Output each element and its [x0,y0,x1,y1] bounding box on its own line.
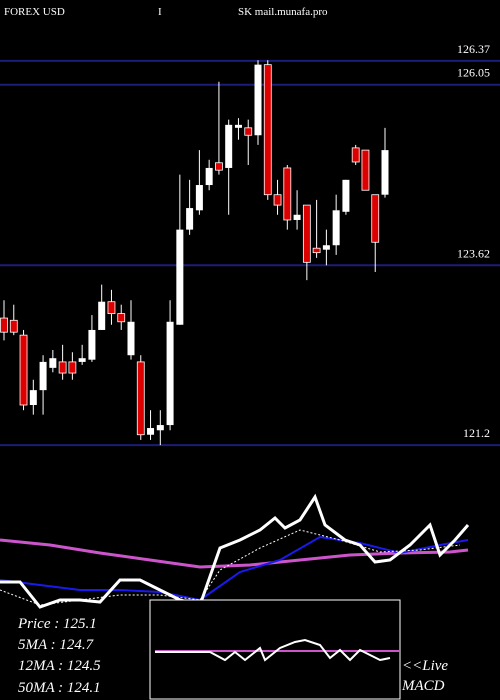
y-tick-label: 123.62 [457,246,490,260]
info-5ma: 5MA : 124.7 [18,637,95,653]
candle-body [244,127,253,136]
candle-body [0,317,8,333]
price-panel: 121.2 123.62 126.05 126.37 [0,42,500,447]
candle-body [302,204,311,263]
candle-body [98,301,106,330]
candle-body [117,313,126,323]
candle-body [225,124,233,168]
candle-body [166,321,174,426]
candle-body [361,149,370,191]
candle-body [58,361,67,374]
y-tick-label: 121.2 [463,426,490,440]
candle-body [186,208,194,230]
info-50ma: 50MA : 124.1 [18,680,101,696]
y-tick-label: 126.05 [457,66,490,80]
candle-body [39,361,47,391]
candle-body [332,210,340,246]
candle-body [293,214,301,220]
candle-body [351,147,360,163]
candle-body [29,390,37,406]
candle-body [283,167,292,221]
candle-body [127,321,135,356]
indicator-line [155,638,391,662]
info-12ma: 12MA : 124.5 [18,658,101,674]
header-left: FOREX USD [4,6,65,18]
header-right: SK mail.munafa.pro [238,6,328,18]
y-tick-label: 126.37 [457,42,490,56]
macd-box [149,599,401,700]
candle-body [381,150,389,195]
candle-body [88,329,96,360]
candle-body [156,425,164,431]
candle-body [195,185,203,211]
candle-body [322,245,330,250]
candle-body [49,358,57,368]
candle-body [342,179,350,212]
macd-panel [155,638,400,662]
candle-body [136,361,145,436]
candle-body [263,64,272,196]
info-price: Price : 125.1 [17,616,97,632]
macd-label: <<Live MACD [401,658,448,694]
candle-body [254,64,262,136]
candle-body [147,428,155,435]
candle-body [68,361,77,374]
candle-body [215,162,223,171]
candle-body [176,229,184,325]
indicator-line [0,529,461,606]
candle-body [78,358,86,362]
indicator-panel [0,493,470,609]
indicator-line [0,493,470,609]
candle-body [371,194,380,243]
candle-body [234,124,242,128]
header-mid: I [158,6,162,18]
candle-body [107,301,116,315]
indicator-line [0,538,469,569]
candle-body [273,194,282,206]
candle-body [312,247,321,254]
candle-body [9,319,18,333]
candle-body [205,167,213,186]
candle-body [19,334,28,406]
